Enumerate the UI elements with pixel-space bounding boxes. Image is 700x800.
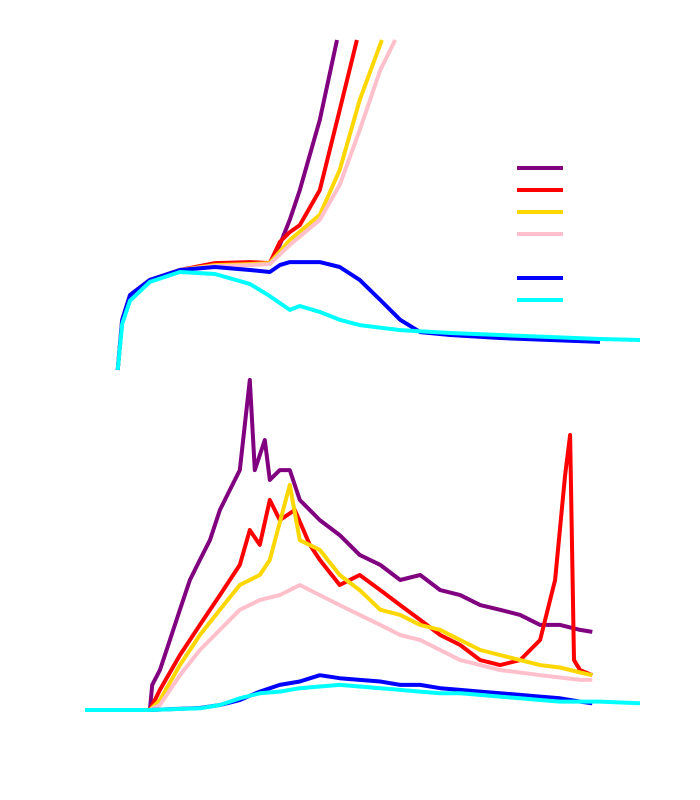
series-line xyxy=(149,583,593,712)
series-line xyxy=(115,39,339,371)
series-line xyxy=(147,378,593,711)
series-line xyxy=(115,270,641,371)
series-line xyxy=(85,682,641,712)
series-line xyxy=(148,433,594,711)
series-line xyxy=(115,39,397,371)
series-line xyxy=(148,482,593,712)
series-line xyxy=(115,39,359,371)
